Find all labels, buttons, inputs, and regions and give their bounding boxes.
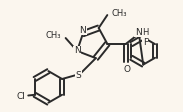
Text: S: S [76, 71, 81, 80]
Text: F: F [143, 38, 148, 47]
Text: CH₃: CH₃ [46, 31, 61, 40]
Text: N: N [74, 46, 81, 55]
Text: Cl: Cl [16, 92, 25, 101]
Text: N: N [135, 28, 142, 37]
Text: O: O [123, 65, 130, 74]
Text: N: N [79, 26, 86, 35]
Text: CH₃: CH₃ [112, 9, 127, 18]
Text: H: H [143, 28, 149, 37]
